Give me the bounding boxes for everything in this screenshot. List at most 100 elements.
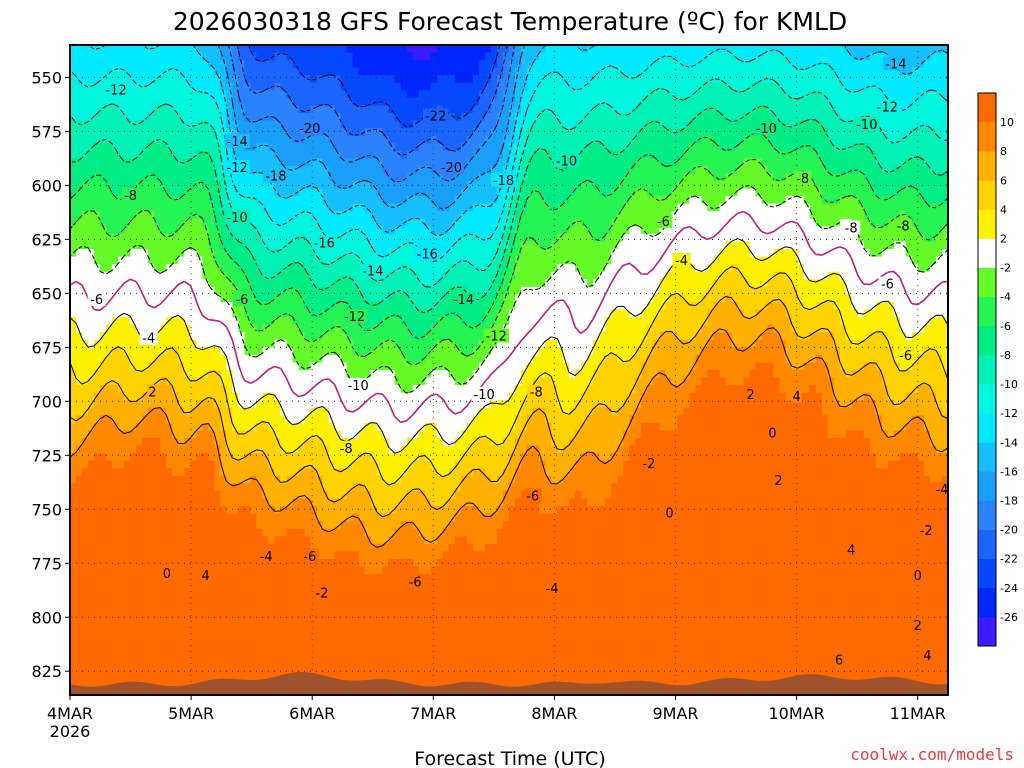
temperature-cell [551, 105, 558, 114]
temperature-cell [755, 271, 763, 280]
temperature-cell [569, 264, 576, 273]
temperature-cell [436, 181, 444, 190]
temperature-cell [448, 113, 456, 122]
temperature-cell [172, 218, 179, 227]
temperature-cell [683, 67, 691, 76]
temperature-cell [286, 264, 294, 273]
temperature-cell [521, 264, 528, 273]
temperature-cell [232, 181, 239, 190]
temperature-cell [100, 143, 107, 152]
temperature-cell [833, 226, 841, 235]
temperature-cell [515, 105, 522, 114]
temperature-cell [737, 188, 745, 197]
temperature-cell [418, 90, 426, 99]
temperature-cell [412, 45, 420, 54]
temperature-cell [599, 196, 606, 205]
temperature-cell [767, 158, 775, 167]
temperature-cell [280, 75, 288, 84]
temperature-cell [106, 120, 113, 129]
temperature-cell [106, 165, 113, 175]
temperature-cell [370, 218, 378, 227]
temperature-cell [310, 150, 318, 159]
temperature-cell [304, 105, 312, 114]
temperature-cell [725, 203, 733, 212]
temperature-cell [815, 128, 823, 137]
temperature-cell [779, 173, 787, 182]
temperature-cell [454, 105, 462, 114]
temperature-cell [226, 82, 233, 91]
temperature-cell [521, 52, 528, 61]
temperature-cell [298, 45, 306, 54]
temperature-cell [340, 286, 348, 296]
temperature-cell [521, 279, 528, 288]
temperature-cell [172, 158, 179, 167]
temperature-cell [136, 211, 143, 220]
temperature-cell [713, 218, 721, 227]
temperature-cell [256, 196, 264, 205]
temperature-cell [460, 233, 468, 243]
temperature-cell [346, 135, 354, 144]
temperature-cell [106, 279, 113, 288]
temperature-cell [695, 188, 703, 197]
temperature-cell [286, 75, 294, 84]
temperature-cell [659, 271, 666, 280]
temperature-cell [184, 135, 191, 144]
temperature-cell [136, 301, 143, 311]
temperature-cell [496, 249, 504, 258]
temperature-cell [442, 97, 450, 107]
temperature-cell [785, 286, 793, 296]
temperature-cell [412, 90, 420, 99]
temperature-cell [599, 158, 606, 167]
temperature-cell [100, 271, 107, 280]
temperature-cell [905, 196, 913, 205]
temperature-cell [545, 249, 552, 258]
temperature-cell [454, 97, 462, 107]
temperature-cell [214, 67, 221, 76]
temperature-cell [106, 67, 113, 76]
temperature-cell [887, 271, 895, 280]
temperature-cell [917, 233, 925, 243]
temperature-cell [887, 181, 895, 190]
temperature-cell [178, 241, 185, 250]
temperature-cell [569, 60, 576, 69]
temperature-cell [412, 75, 420, 84]
temperature-cell [238, 188, 245, 197]
temperature-cell [274, 113, 282, 122]
temperature-cell [484, 158, 492, 167]
temperature-cell [545, 279, 552, 288]
temperature-cell [887, 165, 895, 175]
temperature-cell [797, 241, 805, 250]
temperature-cell [496, 67, 504, 76]
temperature-cell [515, 120, 522, 129]
temperature-cell [839, 211, 847, 220]
temperature-cell [533, 135, 540, 144]
temperature-cell [881, 203, 889, 212]
temperature-cell [256, 150, 264, 159]
temperature-cell [256, 241, 264, 250]
temperature-cell [418, 286, 426, 296]
temperature-cell [274, 105, 282, 114]
temperature-cell [695, 286, 703, 296]
temperature-cell [166, 241, 173, 250]
temperature-cell [767, 264, 775, 273]
temperature-cell [292, 264, 300, 273]
temperature-cell [394, 256, 402, 265]
temperature-cell [88, 181, 95, 190]
temperature-cell [166, 301, 173, 311]
temperature-cell [472, 150, 480, 159]
temperature-cell [82, 294, 89, 303]
temperature-cell [935, 52, 943, 61]
temperature-cell [527, 165, 534, 175]
temperature-cell [803, 181, 811, 190]
temperature-cell [370, 286, 378, 296]
temperature-cell [557, 218, 564, 227]
temperature-cell [623, 203, 630, 212]
temperature-cell [833, 67, 841, 76]
temperature-cell [893, 196, 901, 205]
temperature-cell [761, 256, 769, 265]
temperature-cell [328, 52, 336, 61]
temperature-cell [430, 60, 438, 69]
temperature-cell [599, 279, 606, 288]
temperature-cell [310, 60, 318, 69]
temperature-cell [310, 181, 318, 190]
